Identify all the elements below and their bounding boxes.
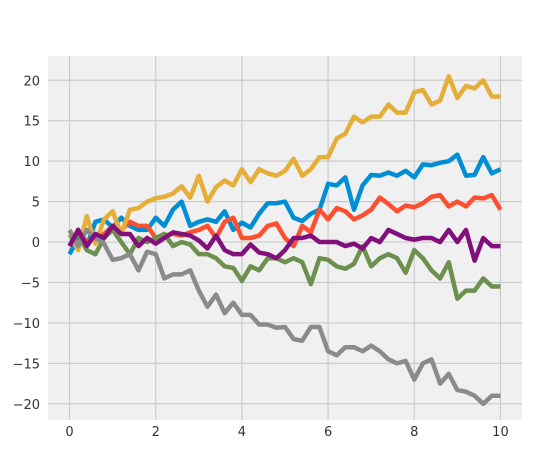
- y-tick-label: −10: [13, 317, 40, 332]
- x-tick-label: 6: [324, 425, 332, 440]
- series-line-4: [68, 227, 501, 301]
- x-tick-label: 4: [238, 425, 246, 440]
- grid-lines: [48, 56, 522, 420]
- x-tick-label: 8: [410, 425, 418, 440]
- series-line-6: [67, 223, 501, 263]
- series-line-1: [67, 152, 502, 256]
- x-tick-label: 0: [65, 425, 73, 440]
- y-tick-label: −15: [13, 357, 40, 372]
- y-tick-label: 15: [23, 115, 40, 130]
- y-tick-label: 20: [23, 74, 40, 89]
- y-tick-label: 10: [23, 155, 40, 170]
- y-tick-label: −5: [21, 276, 40, 291]
- x-tick-label: 10: [492, 425, 509, 440]
- series-line-2: [67, 192, 503, 249]
- y-tick-label: 0: [32, 236, 40, 251]
- x-tick-labels: 0 2 4 6 8 10: [65, 425, 508, 440]
- y-tick-label: −20: [13, 398, 40, 413]
- y-tick-label: 5: [32, 196, 40, 211]
- series-lines: [67, 73, 503, 407]
- series-line-5: [67, 227, 501, 407]
- x-tick-label: 2: [152, 425, 160, 440]
- y-tick-labels: −20 −15 −10 −5 0 5 10 15 20: [13, 74, 40, 413]
- series-line-3: [67, 73, 501, 253]
